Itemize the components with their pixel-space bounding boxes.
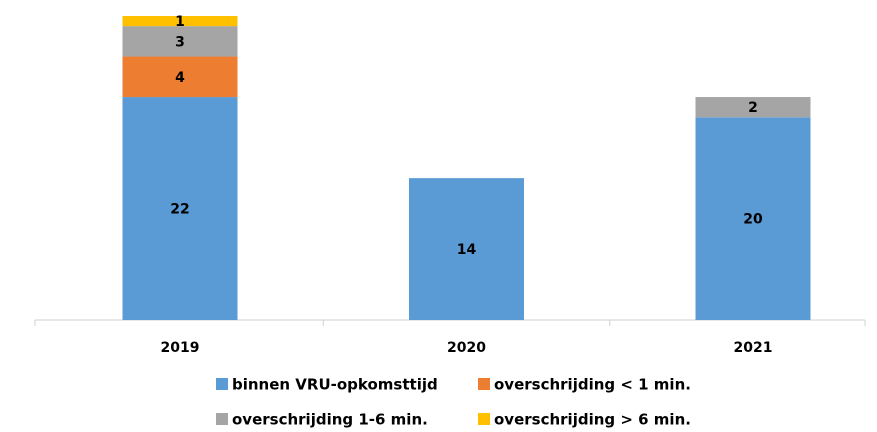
x-tick-label: 2020 [447, 340, 486, 356]
legend-label: overschrijding 1-6 min. [232, 411, 428, 429]
legend-swatch [478, 378, 490, 390]
bar-segment [122, 97, 238, 320]
data-label: 4 [175, 70, 185, 86]
data-label: 3 [175, 34, 185, 50]
data-label: 22 [170, 202, 189, 218]
bar-segment [695, 97, 811, 118]
data-label: 2 [748, 100, 758, 116]
bar-segment [695, 117, 811, 320]
bar-segment [409, 178, 524, 320]
legend-swatch [216, 413, 228, 425]
legend-swatch [216, 378, 228, 390]
legend-label: overschrijding > 6 min. [494, 411, 691, 429]
data-label: 20 [743, 212, 763, 228]
x-tick-label: 2019 [161, 340, 200, 356]
data-label: 14 [457, 242, 477, 258]
x-tick-label: 2021 [734, 340, 773, 356]
legend-label: binnen VRU-opkomsttijd [232, 376, 438, 394]
bar-segment [122, 56, 238, 98]
legend-swatch [478, 413, 490, 425]
bar-segment [122, 26, 238, 57]
legend-label: overschrijding < 1 min. [494, 376, 691, 394]
bar-segment [122, 16, 238, 27]
data-label: 1 [175, 14, 185, 30]
